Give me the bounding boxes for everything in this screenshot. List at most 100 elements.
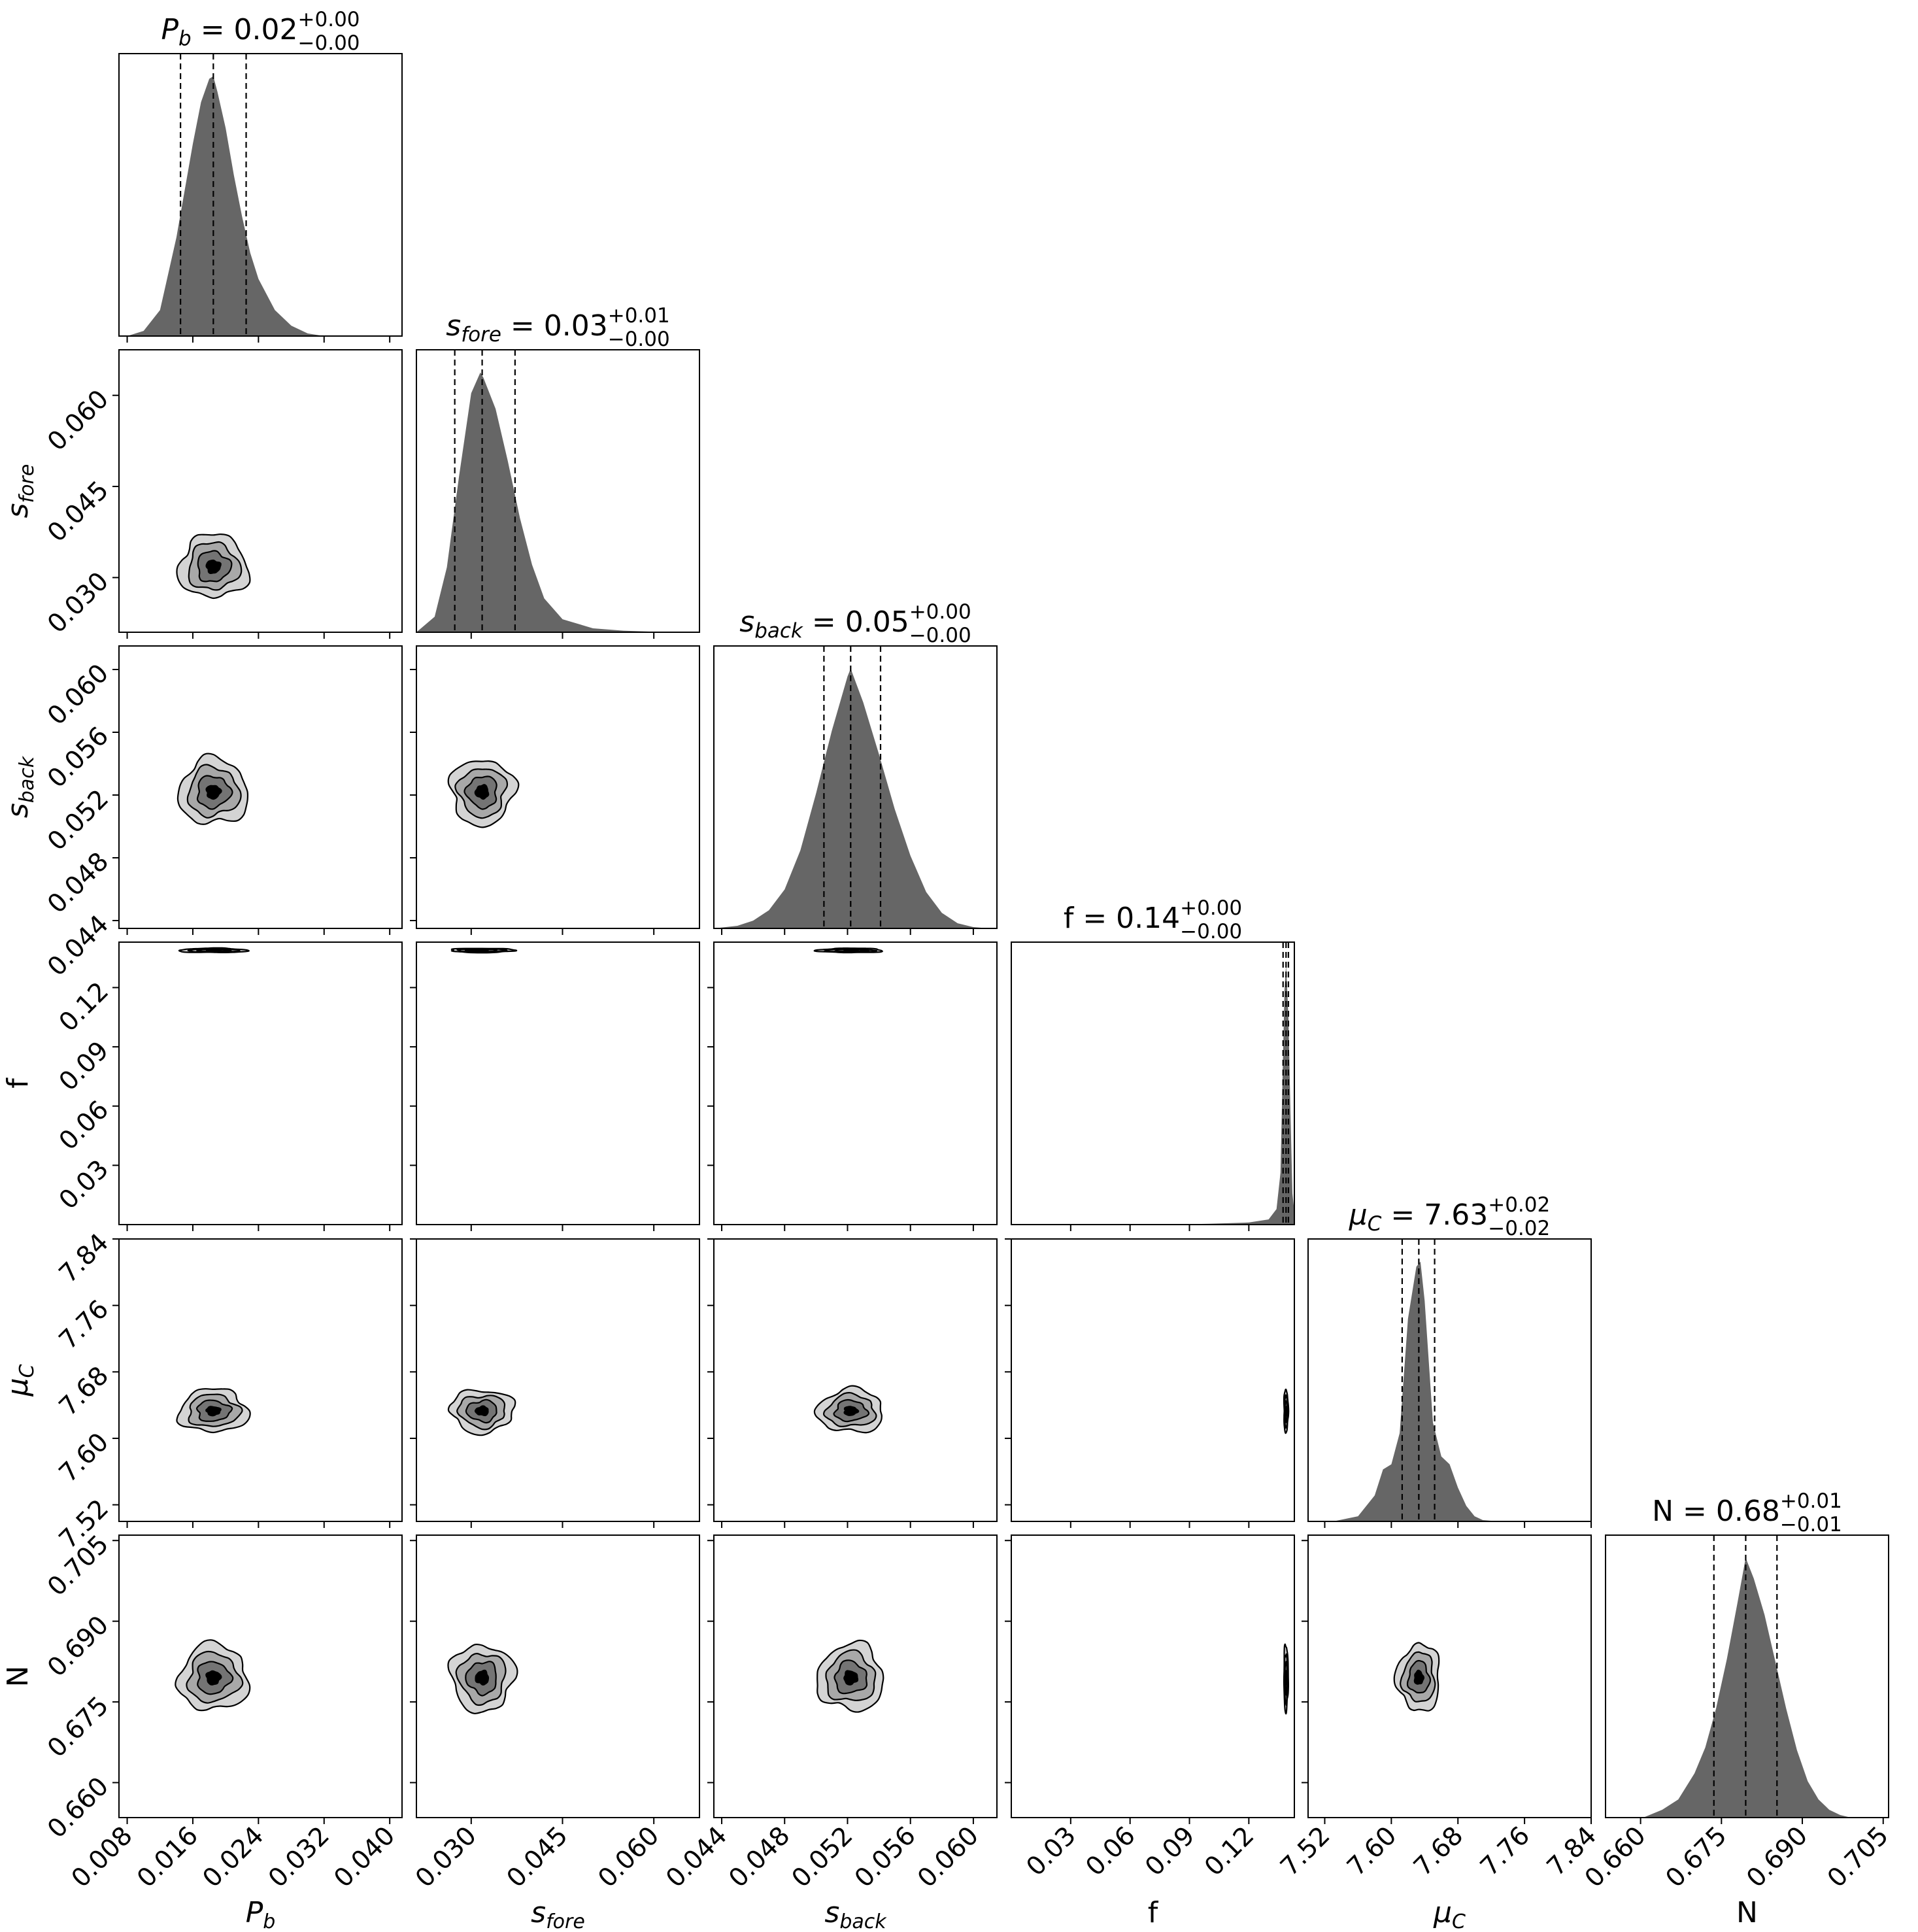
panel-title-Pb: Pb = 0.02+0.00 (161, 8, 360, 50)
title-upper-error: +0.02 (1488, 1193, 1550, 1217)
y-tick-label: 0.660 (42, 1772, 114, 1844)
y-tick-label: 7.84 (54, 1228, 114, 1289)
x-tick-label: 7.68 (1408, 1821, 1469, 1882)
title-value: = 0.68 (1674, 1495, 1780, 1528)
x-tick-label: 7.76 (1475, 1821, 1536, 1882)
title-value: = 0.14 (1073, 902, 1180, 935)
panel-frame (118, 1534, 403, 1818)
y-tick-label: 7.76 (54, 1295, 114, 1355)
contour-level-4 (474, 784, 490, 800)
contour-level-4 (205, 1670, 222, 1686)
x-tick-label: 0.03 (1021, 1821, 1082, 1882)
axis-label-sub: back (16, 755, 39, 803)
y-tick-label: 0.030 (42, 567, 114, 639)
axis-label-main: μ (1, 1378, 35, 1397)
histogram-fill (1333, 1261, 1500, 1521)
y-tick-label: 7.60 (54, 1427, 114, 1488)
panel-frame (118, 941, 403, 1225)
panel-frame (713, 1534, 998, 1818)
y-tick-label: 0.048 (42, 847, 114, 919)
panel-frame (713, 1238, 998, 1522)
y-axis-label-N: N (1, 1666, 35, 1687)
contour-panel-Pb-vs-sfore: 0.030 0.045 0.060 (42, 349, 403, 639)
contour-level-4 (205, 785, 222, 800)
title-lead: s (739, 605, 754, 639)
y-tick-label: 0.06 (54, 1095, 114, 1156)
title-value: = 7.63 (1381, 1198, 1488, 1232)
x-tick-label: 0.044 (660, 1821, 733, 1893)
title-sub: fore (461, 323, 501, 347)
contour-panel-muC-vs-N: 7.52 7.60 7.68 7.76 7.84 (1275, 1534, 1602, 1882)
title-lower-error: −0.00 (298, 31, 360, 55)
histogram-fill (1169, 964, 1294, 1225)
title-lower-error: −0.00 (608, 328, 670, 351)
y-tick-label: 0.056 (42, 721, 114, 794)
title-lead: s (446, 309, 461, 343)
x-tick-label: 0.06 (1081, 1821, 1141, 1882)
title-lower-error: −0.00 (909, 624, 971, 647)
x-tick-label: 0.030 (410, 1821, 482, 1893)
title-lead: N (1652, 1495, 1674, 1528)
histogram-panel-Pb: Pb = 0.02+0.00−0.00 (118, 8, 403, 343)
contour-panel-f-vs-N: 0.030.060.090.12 (1005, 1534, 1295, 1882)
y-tick-label: 0.03 (54, 1155, 114, 1215)
contour-level-4 (843, 949, 859, 952)
contour-panel-Pb-vs-f: 0.030.060.090.12 (54, 941, 403, 1231)
panel-frame (416, 1534, 700, 1818)
axis-label-sub: back (839, 1910, 887, 1932)
panel-frame (1307, 1534, 1592, 1818)
panel-frame (416, 349, 700, 633)
contour-level-4 (1285, 1670, 1287, 1686)
title-value: = 0.02 (192, 13, 298, 46)
y-axis-label-sfore: sfore (1, 464, 39, 518)
title-value: = 0.03 (501, 309, 608, 343)
axis-label-sub: fore (16, 464, 39, 503)
axis-label-main: P (246, 1896, 263, 1929)
histogram-fill (714, 668, 989, 928)
panel-title-sback: sback = 0.05+0.00 (739, 600, 971, 643)
y-tick-label: 0.675 (42, 1691, 114, 1763)
panel-frame (416, 645, 700, 929)
y-tick-label: 0.690 (42, 1610, 114, 1683)
contour-panel-sback-vs-muC (707, 1238, 998, 1528)
panel-frame (416, 1238, 700, 1522)
panel-frame (713, 645, 998, 929)
title-lower-error: −0.01 (1780, 1513, 1842, 1536)
x-tick-label: 0.040 (328, 1821, 401, 1893)
y-tick-label: 7.68 (54, 1361, 114, 1422)
x-tick-label: 0.09 (1139, 1821, 1200, 1882)
x-tick-label: 0.045 (501, 1821, 574, 1893)
axis-label-main: N (1736, 1896, 1758, 1929)
title-lead: P (161, 13, 178, 46)
axis-label-main: s (824, 1896, 839, 1929)
axis-label-main: f (1148, 1896, 1159, 1929)
contour-level-4 (205, 949, 222, 952)
x-axis-label-muC: μC (1433, 1896, 1466, 1932)
contour-level-4 (205, 1406, 222, 1417)
contour-panel-sfore-vs-muC (410, 1238, 700, 1528)
panel-frame (118, 349, 403, 633)
x-tick-label: 0.048 (724, 1821, 796, 1893)
title-upper-error: +0.00 (298, 8, 360, 31)
contour-panel-Pb-vs-muC: 7.527.607.687.767.84 (54, 1228, 403, 1555)
x-tick-label: 0.016 (131, 1821, 204, 1893)
panel-frame (1011, 1238, 1295, 1522)
x-tick-label: 0.690 (1741, 1821, 1813, 1893)
contour-level-4 (843, 1406, 860, 1416)
title-upper-error: +0.01 (608, 304, 670, 328)
x-tick-label: 0.032 (263, 1821, 335, 1893)
histogram-fill (127, 76, 324, 336)
contour-level-4 (1285, 1406, 1287, 1417)
panel-title-muC: μC = 7.63+0.02 (1349, 1193, 1550, 1236)
axis-label-sub: C (16, 1364, 39, 1378)
x-tick-label: 0.052 (786, 1821, 859, 1893)
title-lower-error: −0.00 (1180, 920, 1242, 943)
x-axis-label-sfore: sfore (531, 1896, 585, 1932)
panel-frame (1011, 941, 1295, 1225)
title-lower-error: −0.02 (1488, 1217, 1550, 1240)
contour-panel-f-vs-muC (1005, 1238, 1295, 1528)
x-axis-label-N: N (1736, 1896, 1758, 1929)
histogram-panel-f: f = 0.14+0.00−0.00 (1011, 896, 1295, 1231)
y-axis-label-muC: μC (1, 1364, 39, 1397)
